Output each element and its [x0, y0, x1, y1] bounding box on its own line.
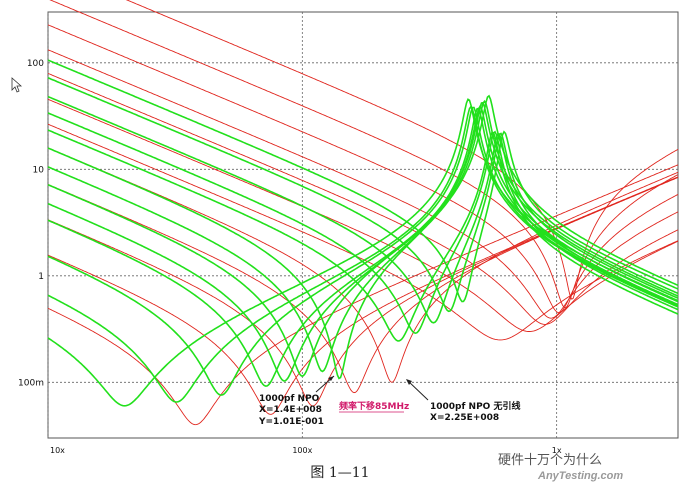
x-tick-label-2: 1x — [552, 446, 562, 455]
annotation-1-line-2: X=1.4E+008 — [259, 405, 322, 415]
green-series-11 — [47, 105, 679, 403]
green-series-5 — [47, 94, 679, 380]
red-series-7 — [47, 147, 679, 383]
y-tick-labels: 100m 1 10 100 — [18, 59, 44, 389]
annotation-frequency-shift: 频率下移85MHz — [339, 400, 409, 413]
red-series-0 — [125, 0, 679, 300]
annotation-1-line-1: 1000pf NPO — [259, 394, 320, 404]
red-series-2 — [47, 24, 679, 314]
annotation-1-line-3: Y=1.01E-001 — [258, 417, 324, 427]
y-tick-label-1: 1 — [38, 272, 44, 282]
green-series-6 — [47, 99, 679, 373]
annotation-1000pf-npo-leadless: 1000pf NPO 无引线 X=2.25E+008 — [406, 379, 520, 423]
y-tick-label-2: 10 — [33, 165, 45, 175]
watermark-site: AnyTesting.com — [538, 470, 624, 482]
figure-caption: 图 1—11 — [310, 465, 370, 481]
annotation-3-line-1: 1000pf NPO 无引线 — [430, 400, 520, 412]
red-series-10 — [47, 176, 679, 415]
annotation-1000pf-npo: 1000pf NPO X=1.4E+008 Y=1.01E-001 — [258, 375, 335, 427]
cursor-icon — [11, 77, 23, 93]
watermark-wechat: 硬件十万个为什么 — [498, 453, 603, 468]
red-series-4 — [47, 72, 679, 325]
red-series-6 — [47, 123, 679, 341]
annotation-3-line-2: X=2.25E+008 — [430, 413, 499, 423]
series-lines — [47, 0, 679, 426]
red-series-5 — [47, 98, 679, 332]
green-series-7 — [47, 101, 679, 377]
green-series-1 — [47, 77, 679, 313]
red-series-3 — [47, 49, 679, 319]
x-tick-label-1: 100x — [292, 446, 312, 455]
green-series-0 — [47, 59, 679, 303]
red-series-9 — [47, 177, 679, 407]
green-series-10 — [47, 106, 679, 396]
green-series-9 — [47, 107, 679, 387]
green-series-12 — [47, 98, 679, 407]
y-tick-label-3: 100 — [27, 59, 44, 69]
x-tick-labels: 10x 100x 1x — [50, 446, 562, 455]
plot-frame — [47, 11, 679, 439]
x-tick-label-0: 10x — [50, 446, 65, 455]
y-tick-label-0: 100m — [18, 378, 44, 388]
annotation-2-text: 频率下移85MHz — [339, 400, 409, 412]
